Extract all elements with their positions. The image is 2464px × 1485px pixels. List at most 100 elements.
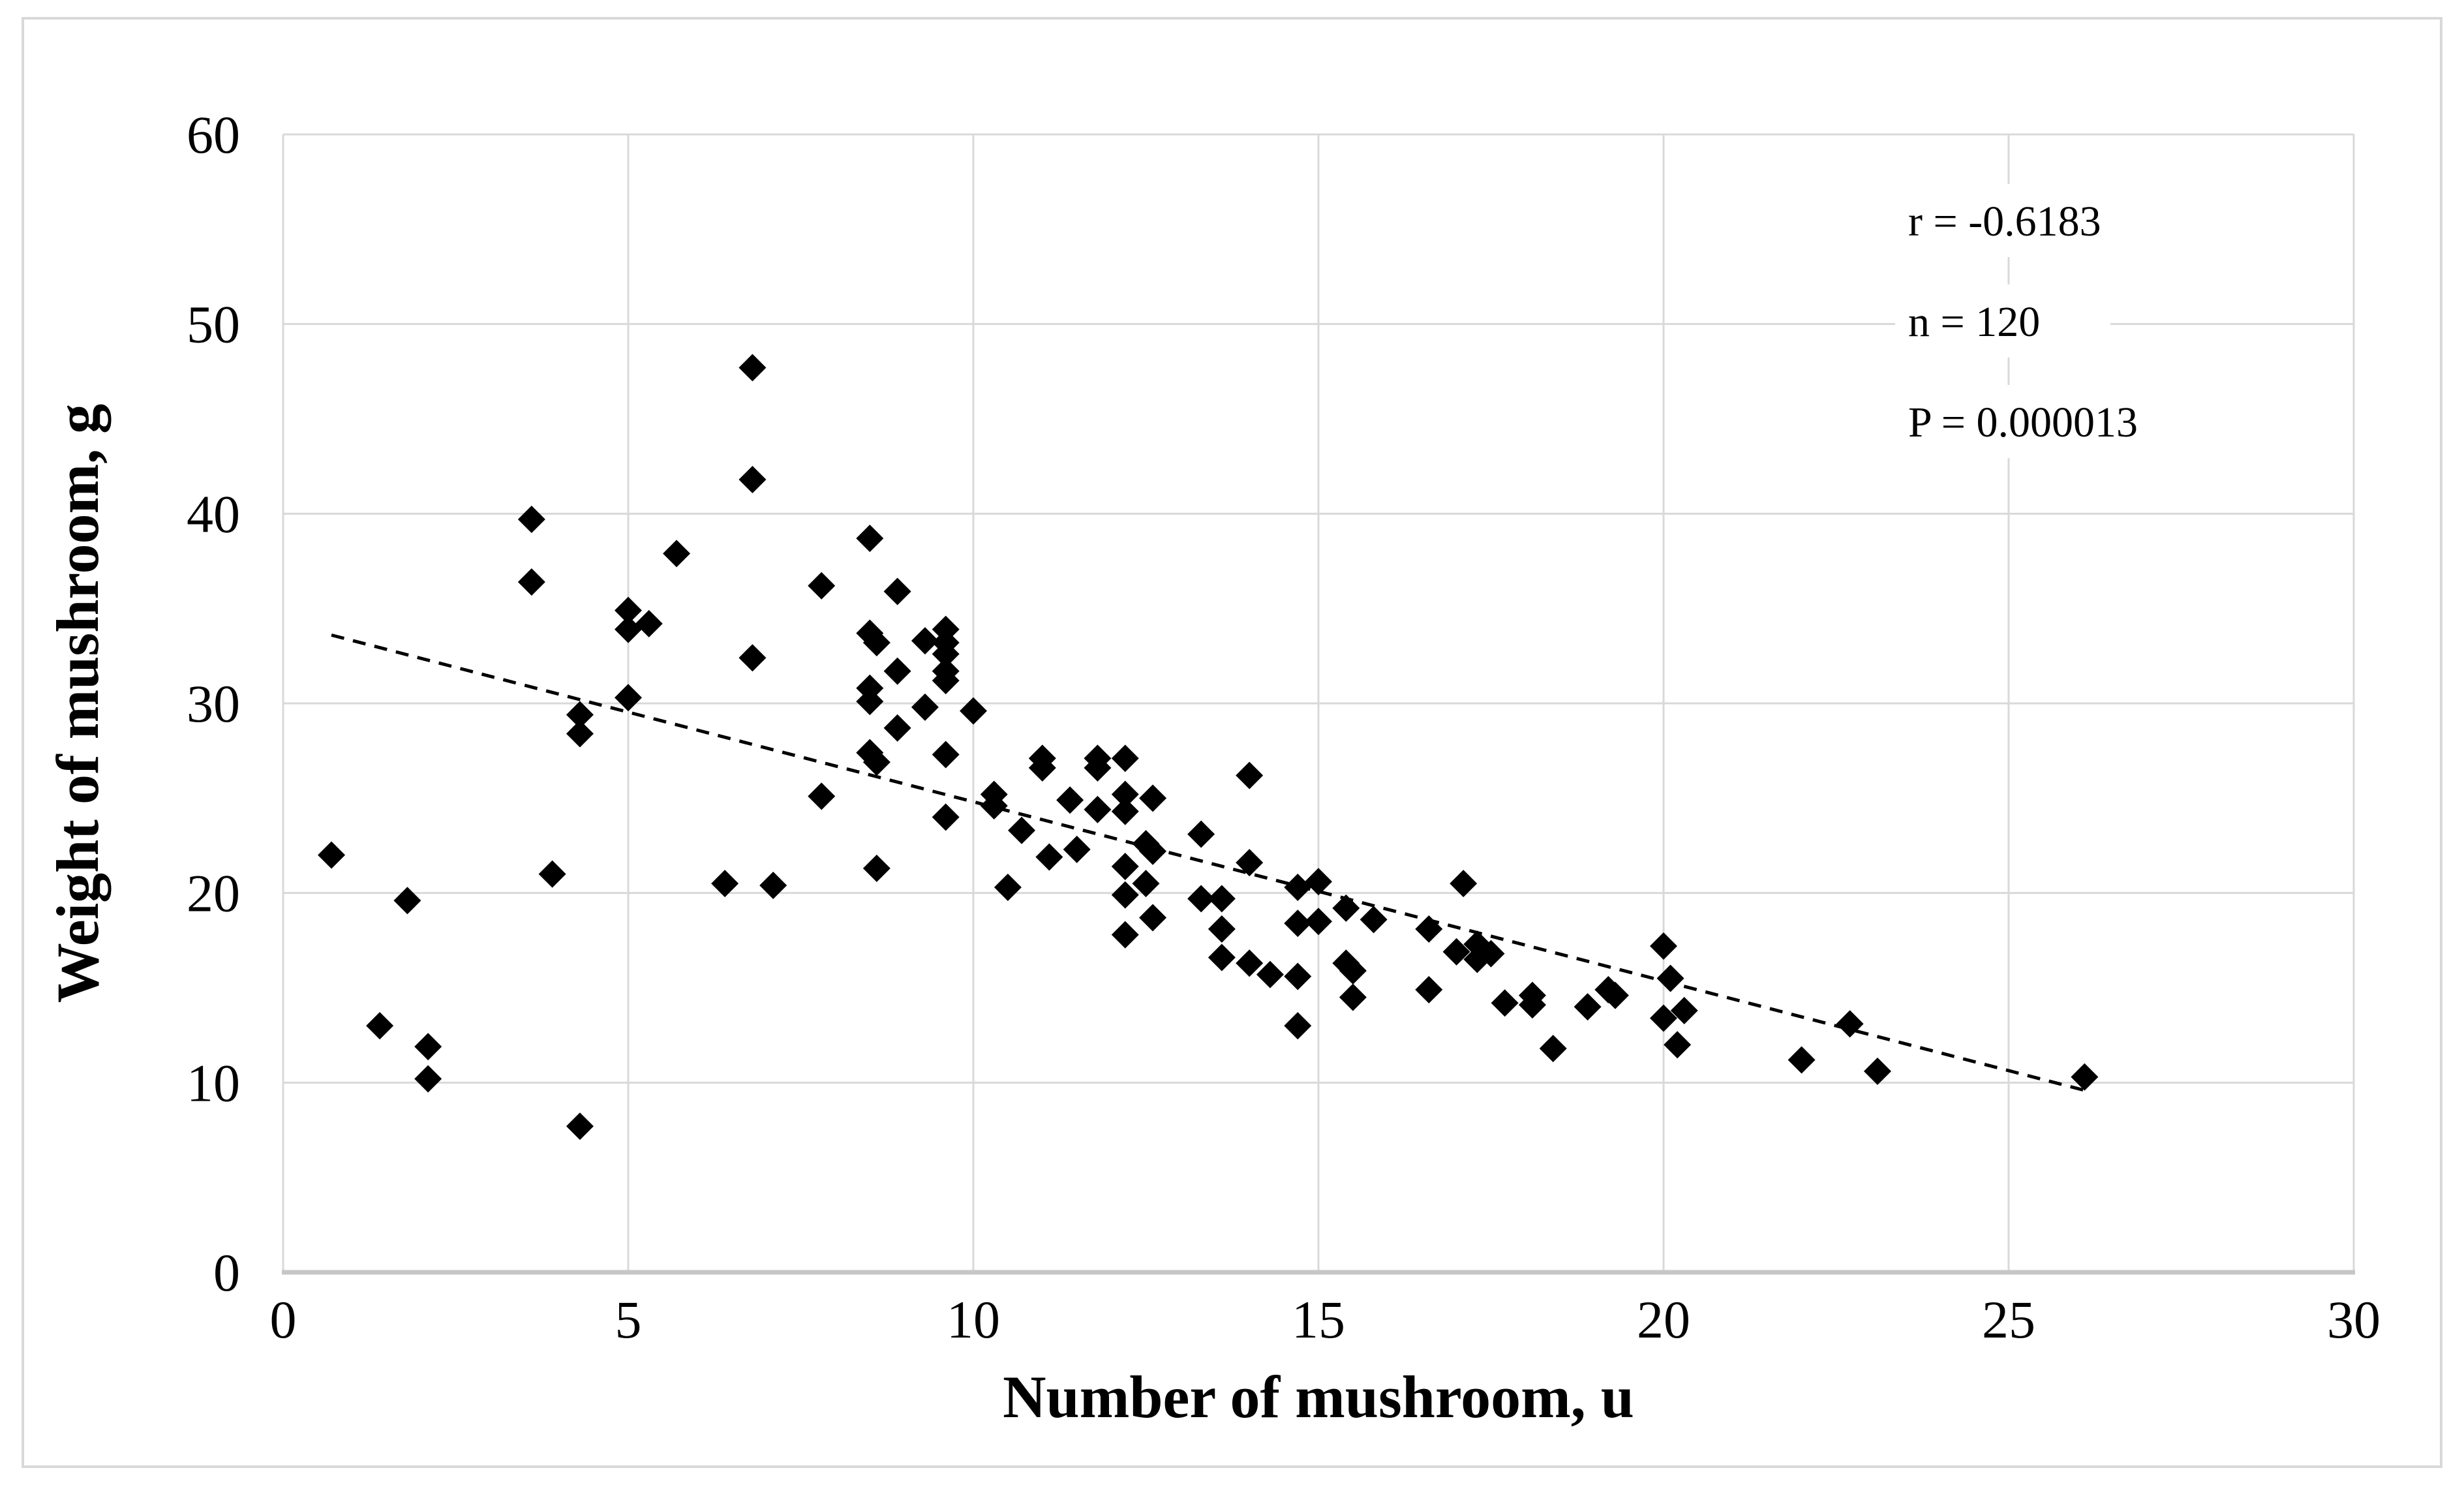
trendline — [331, 633, 2092, 1094]
data-point — [566, 720, 594, 748]
data-point — [1056, 786, 1084, 814]
data-point — [808, 782, 836, 810]
data-point — [862, 854, 890, 882]
data-point — [2071, 1063, 2099, 1091]
data-point — [1415, 975, 1443, 1003]
data-point — [711, 870, 739, 898]
data-point — [932, 741, 960, 769]
x-tick-label: 20 — [1637, 1290, 1690, 1349]
data-point — [1863, 1057, 1891, 1085]
data-point — [1236, 849, 1264, 877]
x-tick-label: 30 — [2327, 1290, 2380, 1349]
data-point — [1664, 1031, 1692, 1059]
data-point — [615, 596, 642, 624]
data-point — [1035, 843, 1063, 871]
annotation-bg-n — [1895, 284, 2110, 358]
data-point — [1187, 885, 1215, 913]
data-point — [862, 628, 890, 656]
trendline-line — [331, 633, 2092, 1094]
data-point — [883, 657, 911, 685]
data-point — [1111, 921, 1139, 949]
data-point — [1339, 957, 1367, 985]
data-point — [1111, 744, 1139, 773]
data-point — [1028, 754, 1056, 782]
data-point — [566, 701, 594, 729]
data-point — [615, 615, 642, 643]
data-point — [1008, 816, 1036, 844]
data-point — [738, 354, 767, 382]
data-point — [932, 803, 960, 831]
data-point — [960, 697, 987, 725]
y-tick-label: 40 — [187, 484, 240, 543]
data-point — [1477, 940, 1505, 968]
data-point — [517, 568, 545, 596]
data-point — [566, 1112, 594, 1141]
data-point — [1084, 754, 1112, 782]
data-point — [856, 688, 884, 716]
data-point — [663, 540, 691, 568]
x-axis-title: Number of mushroom, u — [1003, 1364, 1634, 1430]
data-point — [1332, 894, 1360, 922]
data-point — [1111, 881, 1139, 909]
y-tick-label: 60 — [187, 105, 240, 164]
tick-labels: 0 5 10 15 20 25 30 0 10 20 30 40 50 60 — [187, 105, 2380, 1349]
y-tick-label: 20 — [187, 864, 240, 923]
data-point — [1442, 938, 1470, 966]
y-tick-label: 30 — [187, 674, 240, 733]
data-point — [1305, 908, 1332, 936]
data-point — [1208, 943, 1236, 972]
data-point — [1063, 835, 1091, 863]
data-point — [1670, 996, 1698, 1024]
data-point — [1650, 932, 1677, 960]
x-tick-label: 5 — [615, 1290, 642, 1349]
x-tick-label: 25 — [1982, 1290, 2035, 1349]
data-point — [1187, 820, 1215, 848]
data-point — [1256, 960, 1284, 988]
y-tick-label: 10 — [187, 1053, 240, 1112]
data-point — [1360, 906, 1388, 934]
data-points-layer — [318, 354, 2099, 1141]
data-point — [1284, 962, 1312, 990]
data-point — [538, 860, 566, 888]
data-point — [414, 1033, 442, 1061]
x-tick-label: 0 — [270, 1290, 297, 1349]
data-point — [1132, 870, 1160, 898]
data-point — [856, 525, 884, 553]
data-point — [1539, 1035, 1567, 1063]
data-point — [759, 872, 787, 900]
data-point — [318, 841, 346, 869]
annotation-r-value: r = -0.6183 — [1908, 198, 2101, 245]
data-point — [932, 640, 960, 668]
data-point — [1518, 991, 1546, 1019]
data-point — [1305, 868, 1332, 896]
data-point — [1084, 795, 1112, 823]
data-point — [1208, 915, 1236, 943]
y-axis-title: Weight of mushroom, g — [44, 404, 111, 1003]
data-point — [1139, 904, 1167, 932]
figure-border — [22, 17, 2442, 1468]
data-point — [1787, 1046, 1816, 1074]
data-point — [911, 627, 939, 655]
data-point — [1656, 964, 1684, 992]
data-point — [615, 684, 642, 712]
data-point — [932, 667, 960, 695]
data-point — [1284, 1012, 1312, 1040]
data-point — [911, 693, 939, 721]
data-point — [994, 873, 1022, 901]
data-point — [862, 748, 890, 776]
data-point — [883, 714, 911, 742]
annotation-p-value: P = 0.000013 — [1908, 399, 2138, 446]
annotation-bg-r — [1895, 184, 2150, 257]
data-point — [414, 1065, 442, 1093]
data-point — [1236, 949, 1264, 977]
data-point — [1139, 784, 1167, 812]
data-point — [1650, 1004, 1677, 1032]
annotation-box: r = -0.6183 n = 120 P = 0.000013 — [1895, 184, 2189, 458]
x-tick-label: 10 — [947, 1290, 1000, 1349]
data-point — [883, 577, 911, 605]
x-tick-label: 15 — [1292, 1290, 1345, 1349]
data-point — [1111, 780, 1139, 808]
data-point — [366, 1012, 394, 1040]
